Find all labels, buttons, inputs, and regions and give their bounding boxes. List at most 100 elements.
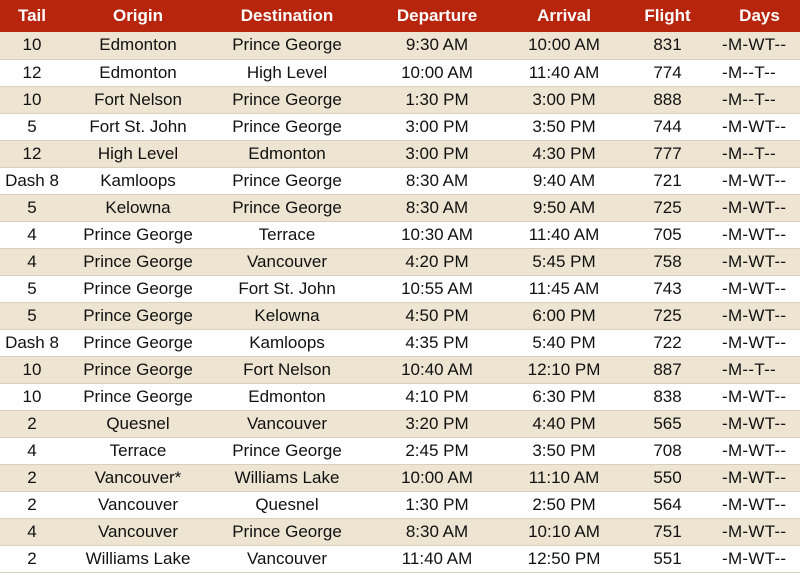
- flight-cell: 550: [616, 464, 719, 492]
- destination-cell: Prince George: [212, 167, 362, 195]
- header-flight: Flight: [644, 6, 691, 25]
- origin-cell: Prince George: [64, 329, 212, 357]
- flight-cell: 838: [616, 383, 719, 411]
- days-cell: -M-WT--: [719, 437, 800, 465]
- origin-cell: Edmonton: [64, 59, 212, 87]
- destination-cell: Vancouver: [212, 248, 362, 276]
- tail-cell: 4: [0, 248, 64, 276]
- origin-cell: Fort St. John: [64, 113, 212, 141]
- arrival-cell: 3:50 PM: [512, 113, 616, 141]
- days-cell: -M-WT--: [719, 275, 800, 303]
- arrival-cell: 11:40 AM: [512, 221, 616, 249]
- tail-cell: 4: [0, 221, 64, 249]
- header-departure: Departure: [396, 6, 478, 25]
- destination-cell: Edmonton: [212, 383, 362, 411]
- destination-cell: Edmonton: [212, 140, 362, 168]
- table-row: 12 High Level Edmonton 3:00 PM 4:30 PM 777 -M-…: [0, 140, 800, 168]
- tail-cell: 2: [0, 545, 64, 573]
- arrival-cell: 11:45 AM: [512, 275, 616, 303]
- arrival-cell: 5:40 PM: [512, 329, 616, 357]
- arrival-cell: 9:50 AM: [512, 194, 616, 222]
- days-cell: -M-WT--: [719, 518, 800, 546]
- arrival-cell: 10:00 AM: [512, 32, 616, 60]
- destination-cell: Kamloops: [212, 329, 362, 357]
- arrival-cell: 6:00 PM: [512, 302, 616, 330]
- table-row: 5 Prince George Fort St. John 10:55 AM 11:45…: [0, 275, 800, 303]
- departure-cell: 10:55 AM: [362, 275, 512, 303]
- table-row: 4 Vancouver Prince George 8:30 AM 10:10 AM 75…: [0, 518, 800, 546]
- days-cell: -M-WT--: [719, 194, 800, 222]
- tail-cell: 5: [0, 302, 64, 330]
- flight-cell: 722: [616, 329, 719, 357]
- flight-cell: 887: [616, 356, 719, 384]
- arrival-cell: 12:10 PM: [512, 356, 616, 384]
- departure-cell: 4:50 PM: [362, 302, 512, 330]
- flight-cell: 831: [616, 32, 719, 60]
- days-cell: -M-WT--: [719, 464, 800, 492]
- header-tail: Tail: [17, 6, 47, 25]
- table-row: 5 Prince George Kelowna 4:50 PM 6:00 PM 725 -M…: [0, 302, 800, 330]
- destination-cell: Vancouver: [212, 545, 362, 573]
- destination-cell: Quesnel: [212, 491, 362, 519]
- arrival-cell: 4:40 PM: [512, 410, 616, 438]
- tail-cell: Dash 8: [0, 329, 64, 357]
- destination-cell: Vancouver: [212, 410, 362, 438]
- table-row: 4 Prince George Terrace 10:30 AM 11:40 AM 705…: [0, 221, 800, 249]
- departure-cell: 3:20 PM: [362, 410, 512, 438]
- table-row: 4 Terrace Prince George 2:45 PM 3:50 PM 708 -M…: [0, 437, 800, 465]
- flight-cell: 564: [616, 491, 719, 519]
- departure-cell: 4:35 PM: [362, 329, 512, 357]
- days-cell: -M-WT--: [719, 32, 800, 60]
- tail-cell: 2: [0, 410, 64, 438]
- table-row: 2 Vancouver Quesnel 1:30 PM 2:50 PM 564 -M-WT-…: [0, 491, 800, 519]
- tail-cell: 4: [0, 437, 64, 465]
- tail-cell: 2: [0, 491, 64, 519]
- origin-cell: Fort Nelson: [64, 86, 212, 114]
- departure-cell: 4:10 PM: [362, 383, 512, 411]
- table-row: 10 Fort Nelson Prince George 1:30 PM 3:00 PM…: [0, 86, 800, 114]
- days-cell: -M-WT--: [719, 545, 800, 573]
- departure-cell: 9:30 AM: [362, 32, 512, 60]
- origin-cell: Quesnel: [64, 410, 212, 438]
- days-cell: -M--T--: [719, 86, 800, 114]
- origin-cell: Edmonton: [64, 32, 212, 60]
- flight-cell: 758: [616, 248, 719, 276]
- departure-cell: 10:40 AM: [362, 356, 512, 384]
- origin-cell: Kamloops: [64, 167, 212, 195]
- table-row: 5 Fort St. John Prince George 3:00 PM 3:50 P…: [0, 113, 800, 141]
- destination-cell: Prince George: [212, 437, 362, 465]
- days-cell: -M-WT--: [719, 113, 800, 141]
- days-cell: -M-WT--: [719, 302, 800, 330]
- table-header: Tail Origin Destination Departure Arriva…: [0, 0, 800, 32]
- flight-cell: 551: [616, 545, 719, 573]
- flight-cell: 888: [616, 86, 719, 114]
- table-row: Dash 8 Kamloops Prince George 8:30 AM 9:40 A…: [0, 167, 800, 195]
- days-cell: -M-WT--: [719, 410, 800, 438]
- tail-cell: 10: [0, 32, 64, 60]
- header-destination: Destination: [240, 6, 334, 25]
- header-days: Days: [739, 6, 780, 25]
- departure-cell: 1:30 PM: [362, 86, 512, 114]
- origin-cell: High Level: [64, 140, 212, 168]
- flight-cell: 774: [616, 59, 719, 87]
- arrival-cell: 10:10 AM: [512, 518, 616, 546]
- departure-cell: 4:20 PM: [362, 248, 512, 276]
- origin-cell: Prince George: [64, 302, 212, 330]
- tail-cell: 10: [0, 383, 64, 411]
- origin-cell: Williams Lake: [64, 545, 212, 573]
- destination-cell: Fort Nelson: [212, 356, 362, 384]
- flight-cell: 725: [616, 302, 719, 330]
- days-cell: -M-WT--: [719, 383, 800, 411]
- header-origin: Origin: [112, 6, 164, 25]
- table-row: 10 Edmonton Prince George 9:30 AM 10:00 AM 83…: [0, 32, 800, 60]
- tail-cell: 10: [0, 86, 64, 114]
- days-cell: -M--T--: [719, 356, 800, 384]
- table-row: Dash 8 Prince George Kamloops 4:35 PM 5:40 P…: [0, 329, 800, 357]
- arrival-cell: 12:50 PM: [512, 545, 616, 573]
- departure-cell: 8:30 AM: [362, 194, 512, 222]
- arrival-cell: 9:40 AM: [512, 167, 616, 195]
- destination-cell: Kelowna: [212, 302, 362, 330]
- table-row: 4 Prince George Vancouver 4:20 PM 5:45 PM 758…: [0, 248, 800, 276]
- departure-cell: 10:00 AM: [362, 59, 512, 87]
